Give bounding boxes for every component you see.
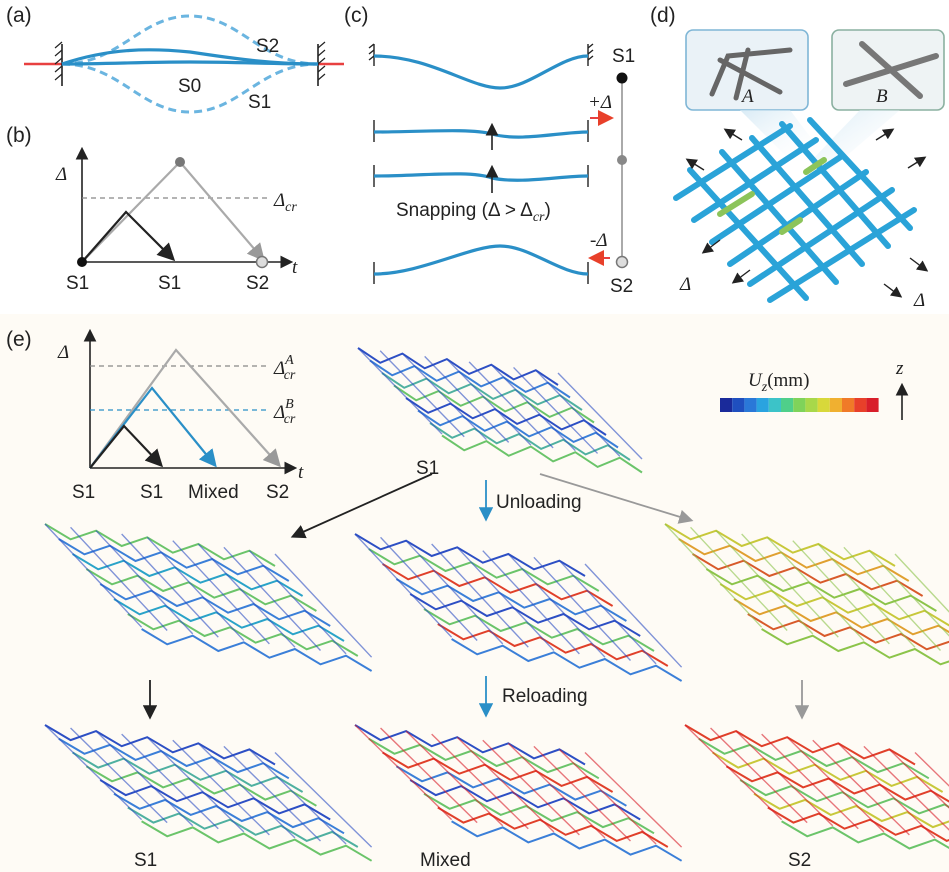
panel-b-plot	[77, 150, 290, 268]
panel-label-b: (b)	[6, 124, 32, 147]
colorbar-segment	[781, 398, 793, 412]
minus-delta-label: -Δ	[590, 230, 607, 251]
inset-label-a: A	[740, 86, 754, 107]
axis-label-delta-b: Δ	[55, 164, 67, 185]
inset-label-b: B	[876, 86, 888, 107]
state-label-s1: S1	[248, 92, 271, 113]
colorbar-segment	[793, 398, 805, 412]
colorbar-segment	[805, 398, 817, 412]
threshold-label-a: ΔA cr	[273, 353, 296, 383]
plus-delta-label: +Δ	[588, 92, 612, 113]
panel-a-beam-diagram	[24, 16, 344, 112]
z-axis-label: z	[895, 358, 904, 379]
colorbar-segment	[854, 398, 866, 412]
state-label-c-s1: S1	[612, 46, 635, 67]
colorbar-segment	[818, 398, 830, 412]
lattice-delta-left: Δ	[679, 274, 691, 295]
colorbar-segment	[769, 398, 781, 412]
x-label-s1-left-b: S1	[66, 273, 89, 294]
x-label-s2-b: S2	[246, 273, 269, 294]
panel-label-d: (d)	[650, 4, 676, 27]
colorbar-segment	[732, 398, 744, 412]
axis-label-t-e: t	[298, 462, 304, 483]
panel-label-a: (a)	[6, 4, 32, 27]
panel-label-c: (c)	[344, 4, 369, 27]
colorbar-segment	[830, 398, 842, 412]
panel-d-lattice	[676, 30, 944, 300]
colorbar-segment	[866, 398, 878, 412]
colorbar-segment	[757, 398, 769, 412]
threshold-label-b: Δcr	[273, 190, 297, 215]
state-label-c-s2: S2	[610, 276, 633, 297]
unloading-label: Unloading	[496, 492, 582, 513]
state-label-s2: S2	[256, 36, 279, 57]
colorbar-segment	[720, 398, 732, 412]
lattice-label-bottom-s1: S1	[134, 850, 157, 871]
state-label-s0: S0	[178, 76, 201, 97]
lattice-label-top: S1	[416, 458, 439, 479]
x-label-s1-left-e: S1	[72, 482, 95, 503]
threshold-label-b: ΔB cr	[273, 397, 296, 427]
colorbar-segment	[744, 398, 756, 412]
colorbar-segment	[842, 398, 854, 412]
lattice-label-bottom-mixed: Mixed	[420, 850, 471, 871]
axis-label-t-b: t	[292, 257, 298, 278]
axis-label-delta-e: Δ	[57, 342, 69, 363]
colorbar	[720, 398, 879, 412]
x-label-mixed-e: Mixed	[188, 482, 239, 503]
panel-label-e: (e)	[6, 328, 32, 351]
panel-c-snapping-diagram	[369, 44, 628, 284]
lattice-delta-right: Δ	[913, 290, 925, 311]
x-label-s2-e: S2	[266, 482, 289, 503]
lattice-label-bottom-s2: S2	[788, 850, 811, 871]
reloading-label: Reloading	[502, 686, 588, 707]
snapping-label: Snapping (Δ > Δcr)	[396, 200, 551, 225]
x-label-s1-mid-e: S1	[140, 482, 163, 503]
x-label-s1-mid-b: S1	[158, 273, 181, 294]
